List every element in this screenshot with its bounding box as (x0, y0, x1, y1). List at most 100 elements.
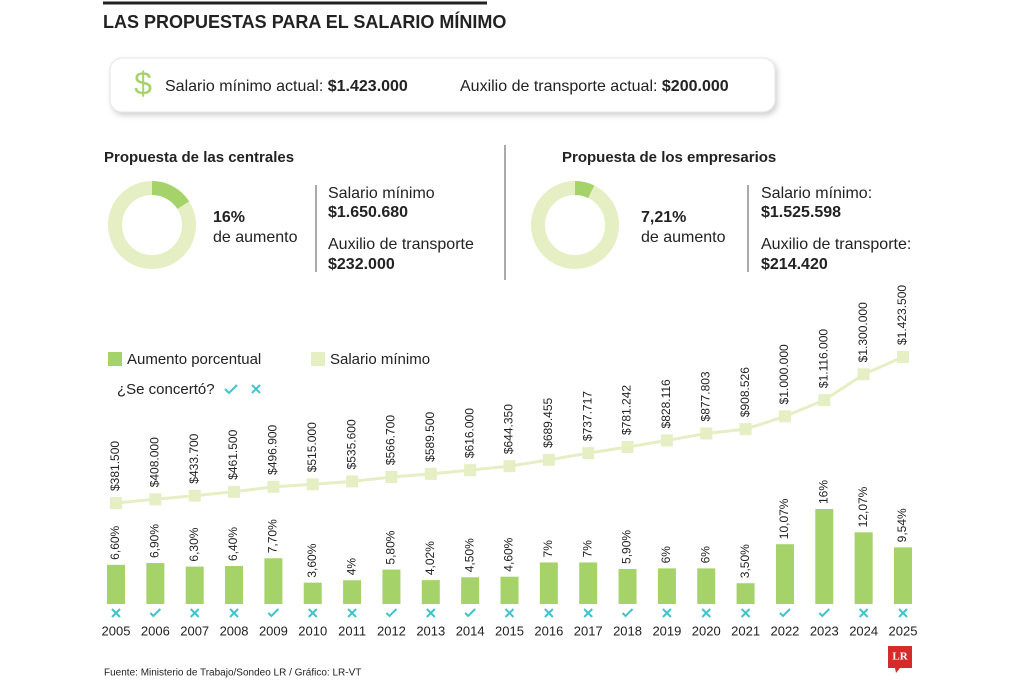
agreed-cross (308, 608, 318, 618)
salary-label: $689.455 (541, 397, 555, 447)
salary-label: $1.300.000 (856, 302, 870, 362)
legend-swatch (311, 352, 325, 366)
salary-label: $433.700 (187, 433, 201, 483)
bar-label: 6,60% (108, 525, 122, 559)
transport-label-text: Auxilio de transporte actual: (460, 78, 657, 95)
bar (854, 532, 873, 604)
salary-point (385, 471, 398, 484)
transport-label: Auxilio de transporte: (761, 236, 911, 253)
x-tick-label: 2018 (613, 623, 642, 638)
salary-label: $1.116.000 (816, 329, 830, 388)
x-tick-label: 2022 (770, 623, 799, 638)
agreed-cross (583, 608, 593, 618)
salary-label: Salario mínimo actual: $1.423.000 (165, 78, 408, 95)
bar (539, 562, 558, 604)
agreed-legend-label: ¿Se concertó? (117, 381, 215, 398)
agreed-cross (898, 608, 908, 618)
salary-point (857, 368, 870, 381)
bar-label: 7% (541, 540, 555, 558)
bar-label: 3,50% (738, 544, 752, 578)
x-tick-label: 2019 (652, 623, 681, 638)
bar-label: 4,02% (423, 541, 437, 575)
bar (264, 558, 283, 604)
salary-label: $781.242 (620, 385, 634, 435)
salary-point (149, 493, 162, 506)
bar (343, 580, 362, 604)
bar (736, 583, 755, 604)
bar (421, 580, 440, 604)
salary-label: $461.500 (226, 429, 240, 479)
bar (657, 568, 676, 604)
logo: LR (892, 651, 908, 663)
bar (815, 509, 834, 604)
x-tick-label: 2017 (574, 623, 603, 638)
bar (185, 566, 204, 604)
salary-label: $381.500 (108, 441, 122, 491)
salary-point (346, 475, 359, 488)
bar-label: 3,60% (305, 543, 319, 577)
x-tick-label: 2011 (338, 623, 366, 638)
legend-swatch (108, 352, 122, 366)
agreed-cross (111, 608, 121, 618)
check-icon (224, 384, 238, 395)
agreed-cross (544, 608, 554, 618)
salary-label: $908.526 (738, 367, 752, 417)
bar-label: 4,60% (502, 537, 516, 571)
bar (225, 566, 244, 604)
bar (107, 564, 125, 604)
agreed-check (385, 608, 398, 618)
agreed-check (818, 608, 831, 618)
agreed-cross (347, 608, 357, 618)
x-tick-label: 2014 (456, 623, 485, 638)
salary-label: Salario mínimo (328, 185, 435, 202)
x-tick-label: 2016 (534, 623, 563, 638)
salary-point (818, 394, 831, 407)
salary-label: $1.000.000 (777, 344, 791, 404)
transport-value: $214.420 (761, 256, 828, 273)
salary-point (739, 423, 752, 436)
salary-point (188, 489, 201, 502)
bar-label: 4,50% (462, 538, 476, 572)
bar-label: 9,54% (895, 508, 909, 542)
salary-point (778, 410, 791, 423)
increase-text: de aumento (641, 229, 726, 246)
bar-label: 4% (344, 558, 358, 576)
salary-point (464, 464, 477, 477)
bar (382, 569, 401, 604)
salary-label: $737.717 (580, 391, 594, 441)
donut-track (531, 181, 619, 269)
salary-label: $408.000 (148, 437, 162, 487)
bar (579, 562, 598, 604)
bar-label: 6% (698, 546, 712, 564)
salary-label: $644.350 (502, 404, 516, 454)
salary-point (897, 351, 909, 363)
salary-label: $515.000 (305, 422, 319, 472)
salary-point (542, 453, 555, 466)
transport-label: Auxilio de transporte (328, 236, 474, 253)
bar-label: 5,80% (384, 530, 398, 564)
salary-value: $1.525.598 (761, 204, 841, 221)
source: Fuente: Ministerio de Trabajo/Sondeo LR … (104, 668, 361, 679)
x-tick-label: 2009 (259, 623, 288, 638)
salary-point (306, 478, 319, 491)
agreed-check (149, 608, 162, 618)
currency-icon: $ (134, 65, 152, 101)
bar-label: 6,90% (148, 524, 162, 558)
salary-point (503, 460, 516, 473)
bar-label: 7,70% (266, 519, 280, 553)
bar-label: 5,90% (620, 530, 634, 564)
transport-value: $232.000 (328, 256, 395, 273)
salary-point (660, 434, 673, 447)
x-tick-label: 2013 (416, 623, 445, 638)
bar-label: 10,07% (777, 498, 791, 539)
salary-point (228, 485, 241, 498)
x-tick-label: 2012 (377, 623, 406, 638)
salary-label: $616.000 (462, 408, 476, 458)
salary-point (621, 440, 634, 453)
logo-badge (888, 646, 912, 673)
title: LAS PROPUESTAS PARA EL SALARIO MÍNIMO (103, 11, 506, 32)
agreed-check (621, 608, 634, 618)
donut-arc (574, 181, 595, 199)
x-tick-label: 2010 (298, 623, 327, 638)
